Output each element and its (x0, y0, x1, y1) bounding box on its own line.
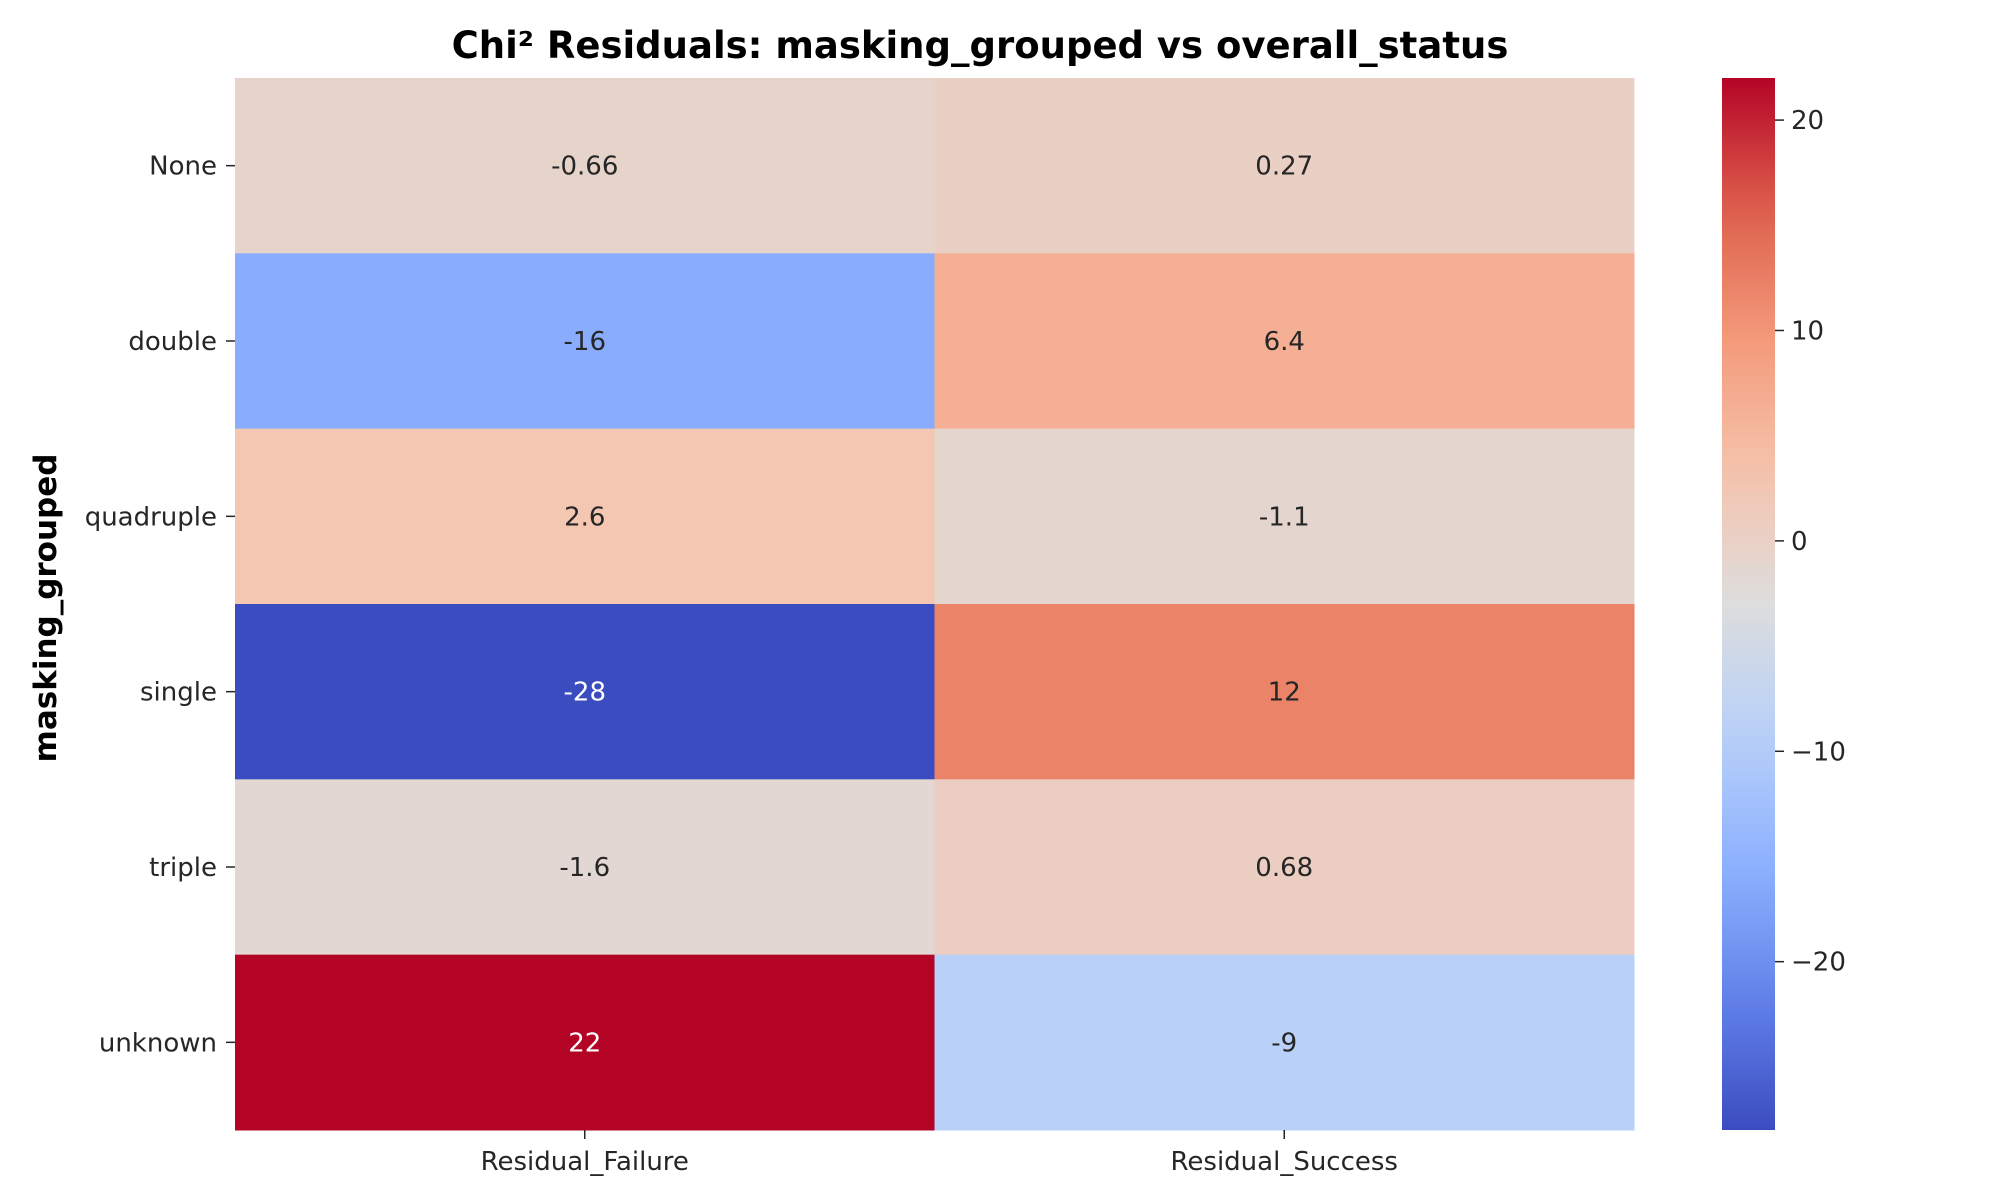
x-tick-label: Residual_Failure (481, 1147, 689, 1177)
cell-value-label: -16 (564, 327, 606, 357)
colorbar-tick-label: 20 (1791, 106, 1824, 136)
heatmap-cell (934, 954, 1635, 1131)
colorbar-tick-label: −20 (1791, 948, 1846, 978)
y-tick-label: double (128, 327, 217, 357)
cell-value-label: 0.27 (1255, 152, 1313, 182)
cell-value-label: 12 (1268, 678, 1301, 708)
heatmap-cell (235, 779, 935, 956)
y-tick-label: None (149, 152, 217, 182)
heatmap-cell (235, 954, 935, 1131)
heatmap-cell (235, 428, 935, 605)
colorbar-gradient (1722, 78, 1775, 1130)
y-tick-label: quadruple (85, 502, 217, 532)
cell-value-label: -1.1 (1259, 502, 1310, 532)
cell-value-label: -9 (1271, 1028, 1297, 1058)
colorbar-tick-label: 10 (1791, 316, 1824, 346)
y-tick-label: triple (149, 853, 217, 883)
heatmap-cell (934, 253, 1635, 430)
cell-value-label: -1.6 (559, 853, 610, 883)
heatmap-cell (235, 78, 935, 254)
heatmap-cell (934, 428, 1635, 605)
heatmap-cell (934, 604, 1635, 780)
y-tick-label: single (140, 678, 217, 708)
heatmap-cells: -0.66 0.27 -16 6.4 2.6 -1.1 -28 12 -1.6 0.68 22 -9 (235, 78, 1635, 1131)
colorbar: 20 10 0 −10 −20 (1722, 78, 1846, 1130)
heatmap-cell (934, 779, 1635, 956)
x-tick-label: Residual_Success (1171, 1147, 1398, 1177)
y-axis-ticks: None double quadruple single triple unknown (85, 152, 235, 1058)
cell-value-label: 6.4 (1264, 327, 1305, 357)
colorbar-tick-label: −10 (1791, 737, 1846, 767)
heatmap-cell (934, 78, 1635, 254)
cell-value-label: 0.68 (1255, 853, 1313, 883)
cell-value-label: -28 (564, 678, 606, 708)
chart-title: Chi² Residuals: masking_grouped vs overa… (452, 24, 1509, 67)
heatmap-cell (235, 253, 935, 430)
cell-value-label: 2.6 (564, 502, 605, 532)
heatmap-cell (235, 604, 935, 780)
cell-value-label: -0.66 (551, 152, 618, 182)
y-axis-label: masking_grouped (28, 454, 64, 763)
colorbar-tick-label: 0 (1791, 527, 1808, 557)
y-tick-label: unknown (99, 1028, 217, 1058)
x-axis-ticks: Residual_Failure Residual_Success (481, 1130, 1398, 1177)
cell-value-label: 22 (568, 1028, 601, 1058)
